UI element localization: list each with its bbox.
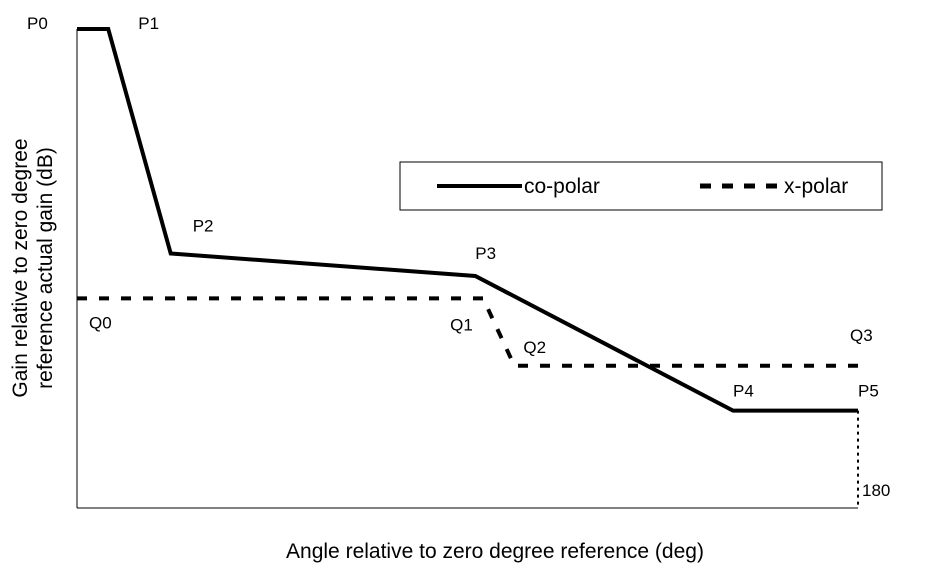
point-label-p4: P4 <box>733 382 754 401</box>
y-axis-title-line-1: Gain relative to zero degree <box>9 138 32 397</box>
end-tick-label: 180 <box>862 481 890 500</box>
y-axis-title-line-2: reference actual gain (dB) <box>34 147 57 389</box>
axes <box>76 29 858 509</box>
point-label-q0: Q0 <box>89 313 112 332</box>
series-co-polar-line <box>77 27 858 413</box>
series-x-polar-line <box>77 296 858 368</box>
point-label-p0: P0 <box>27 14 48 33</box>
x-axis-title: Angle relative to zero degree reference … <box>286 540 704 563</box>
point-label-q1: Q1 <box>450 315 473 334</box>
legend-x-polar-label: x-polar <box>784 175 848 198</box>
point-label-p3: P3 <box>475 244 496 263</box>
point-labels: P0 P1 P2 P3 P4 P5 Q0 Q1 Q2 Q3 <box>27 14 879 401</box>
series-layer <box>77 27 858 413</box>
legend: co-polar x-polar <box>399 161 883 211</box>
point-label-p5: P5 <box>858 382 879 401</box>
y-axis-title: Gain relative to zero degree reference a… <box>9 138 57 397</box>
point-label-p2: P2 <box>193 217 214 236</box>
legend-co-polar-label: co-polar <box>524 175 600 198</box>
point-label-q3: Q3 <box>850 326 873 345</box>
point-label-p1: P1 <box>138 14 159 33</box>
point-label-q2: Q2 <box>523 338 546 357</box>
